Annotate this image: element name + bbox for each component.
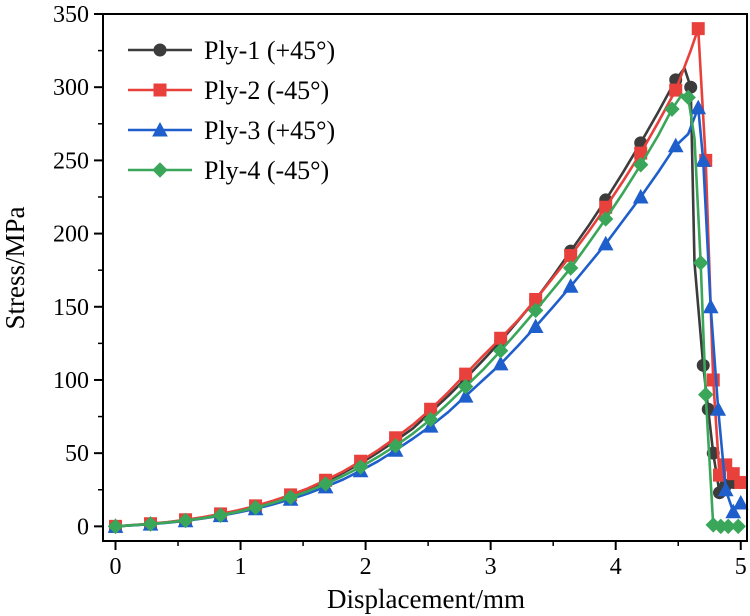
y-tick-label: 250 (53, 148, 89, 174)
data-point (457, 378, 474, 395)
data-point (562, 278, 579, 293)
y-tick-label: 0 (77, 514, 89, 540)
legend-marker (153, 83, 167, 97)
data-point (710, 401, 727, 416)
series-line (115, 93, 739, 528)
legend-marker (152, 121, 168, 137)
data-point (492, 342, 509, 359)
data-point (422, 411, 439, 428)
legend-label: Ply-4 (-45°) (204, 156, 329, 185)
data-point (667, 137, 684, 153)
series-layer (107, 22, 749, 535)
legend: Ply-1 (+45°) Ply-2 (-45°) Ply-3 (+45°) Ply-… (128, 36, 335, 185)
data-point (282, 489, 299, 506)
data-point (633, 157, 649, 173)
y-tick-label: 150 (53, 295, 89, 321)
legend-item: Ply-2 (-45°) (128, 76, 329, 105)
y-tick-label: 100 (53, 368, 89, 394)
data-point (562, 260, 579, 276)
legend-item: Ply-3 (+45°) (128, 116, 335, 145)
data-point (597, 235, 614, 251)
data-point (732, 494, 749, 510)
y-axis-title: Stress/MPa (0, 206, 30, 329)
x-axis-title: Displacement/mm (327, 584, 525, 614)
data-point (352, 459, 369, 475)
legend-label: Ply-1 (+45°) (204, 36, 335, 65)
data-point (247, 499, 264, 516)
data-point (632, 188, 649, 204)
data-point (695, 152, 712, 167)
x-tick-label: 3 (485, 554, 497, 580)
y-tick-label: 350 (53, 2, 89, 28)
data-point (690, 99, 707, 115)
data-point (725, 503, 742, 519)
data-point (693, 255, 709, 271)
legend-marker (152, 162, 168, 178)
y-tick-label: 300 (53, 75, 89, 101)
x-tick-label: 2 (360, 554, 372, 580)
data-point (212, 507, 229, 523)
series-4 (107, 89, 746, 535)
legend-label: Ply-3 (+45°) (204, 116, 335, 145)
data-point (698, 386, 714, 403)
y-tick-label: 200 (53, 222, 89, 248)
data-point (597, 211, 614, 227)
data-point (717, 481, 734, 497)
data-point (527, 318, 544, 334)
x-tick-label: 4 (610, 554, 622, 580)
data-point (459, 367, 473, 381)
data-point (664, 101, 680, 117)
legend-label: Ply-2 (-45°) (204, 76, 329, 105)
data-point (734, 475, 748, 489)
x-tick-label: 5 (735, 554, 747, 580)
data-point (684, 80, 698, 94)
data-point (317, 476, 334, 492)
data-point (691, 22, 705, 36)
plot-frame (102, 13, 748, 542)
data-point (702, 298, 719, 314)
data-point (527, 302, 544, 319)
x-tick-label: 1 (235, 554, 247, 580)
legend-marker (153, 43, 167, 57)
data-point (494, 331, 508, 345)
data-point (107, 518, 124, 535)
data-point (680, 89, 696, 106)
data-point (387, 438, 404, 454)
data-point (492, 355, 509, 371)
legend-item: Ply-4 (-45°) (128, 156, 329, 185)
legend-item: Ply-1 (+45°) (128, 36, 335, 65)
data-point (457, 388, 474, 403)
x-tick-label: 0 (110, 554, 122, 580)
data-point (730, 518, 746, 535)
data-point (564, 249, 578, 263)
data-point (177, 512, 194, 529)
data-point (669, 83, 683, 97)
data-point (142, 516, 159, 532)
y-tick-label: 50 (65, 441, 89, 467)
